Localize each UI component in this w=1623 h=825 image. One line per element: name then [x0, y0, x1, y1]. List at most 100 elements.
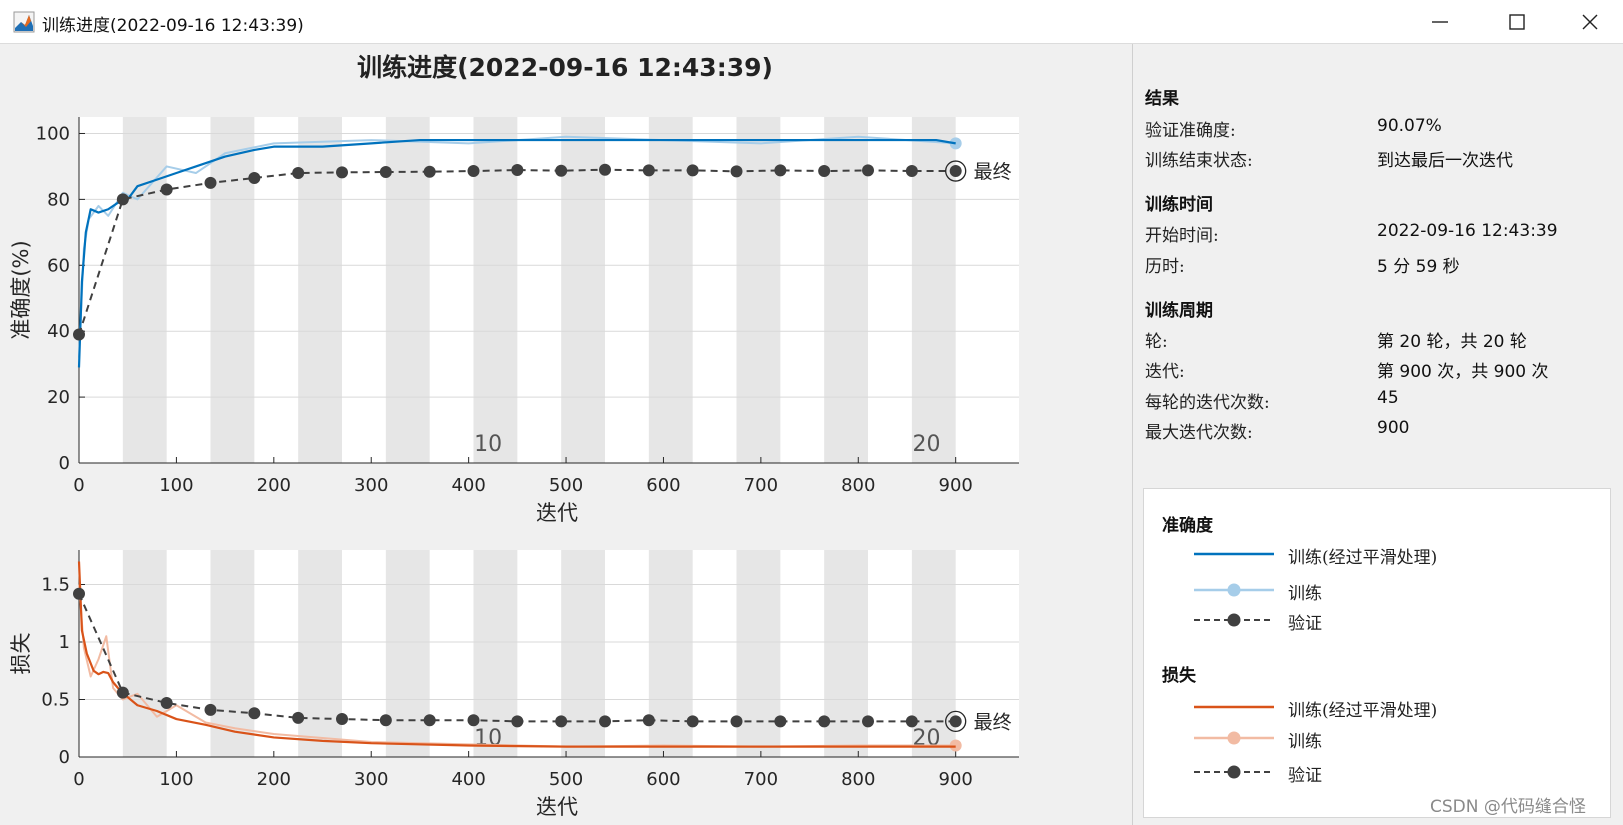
- minimize-button[interactable]: [1410, 0, 1470, 44]
- val-accuracy-label: 验证准确度:: [1145, 121, 1236, 141]
- training-info-panel: 结果 验证准确度: 90.07% 训练结束状态: 到达最后一次迭代 训练时间 开…: [1132, 44, 1623, 825]
- x-tick-label: 700: [744, 769, 778, 790]
- loss-final-marker: [945, 710, 967, 732]
- window-title: 训练进度(2022-09-16 12:43:39): [42, 16, 304, 36]
- accuracy-validation-point: [949, 165, 962, 178]
- val-accuracy-value: 90.07%: [1377, 116, 1442, 136]
- y-tick-label: 1.5: [41, 575, 70, 596]
- y-tick-label: 40: [47, 321, 70, 342]
- epoch-value: 第 20 轮，共 20 轮: [1377, 332, 1527, 352]
- iteration-label: 迭代:: [1145, 362, 1185, 382]
- y-axis-label: 准确度(%): [9, 240, 33, 339]
- loss-validation-point: [379, 714, 392, 727]
- accuracy-validation-point: [686, 164, 699, 177]
- start-time-label: 开始时间:: [1145, 226, 1219, 246]
- x-tick-label: 300: [354, 769, 388, 790]
- legend-loss-smoothed: 训练(经过平滑处理): [1194, 694, 1594, 721]
- epoch-band: [385, 550, 430, 757]
- epoch-band: [122, 550, 167, 757]
- epoch-band: [736, 550, 781, 757]
- x-tick-label: 300: [354, 475, 388, 496]
- epoch-band: [824, 550, 869, 757]
- accuracy-validation-point: [116, 193, 129, 206]
- max-iterations-value: 900: [1377, 418, 1410, 438]
- epoch-band: [210, 117, 255, 463]
- x-tick-label: 500: [549, 475, 583, 496]
- accuracy-final-label: 最终: [974, 161, 1012, 183]
- elapsed-value: 5 分 59 秒: [1377, 257, 1460, 277]
- iteration-value: 第 900 次，共 900 次: [1377, 362, 1549, 382]
- epoch-band: [561, 117, 606, 463]
- matlab-app-icon: [13, 11, 35, 33]
- start-time-value: 2022-09-16 12:43:39: [1377, 221, 1558, 241]
- close-button[interactable]: [1560, 0, 1620, 44]
- legend-accuracy-title: 准确度: [1162, 516, 1213, 536]
- close-icon: [1582, 14, 1598, 30]
- epoch-label: 10: [474, 726, 502, 751]
- loss-final-label: 最终: [974, 711, 1012, 733]
- accuracy-validation-point: [730, 165, 743, 178]
- legend-accuracy-validation-label: 验证: [1288, 614, 1322, 634]
- accuracy-chart: 10 200 100 200 300 400 500 600 700 800 90002040608…: [9, 117, 1019, 525]
- accuracy-validation-point: [555, 164, 568, 177]
- y-axis-label: 损失: [9, 633, 33, 675]
- legend-accuracy-training-label: 训练: [1288, 584, 1322, 604]
- accuracy-validation-line: [78, 168, 956, 335]
- epoch-band: [210, 550, 255, 757]
- accuracy-validation-point: [292, 167, 305, 180]
- accuracy-validation-point: [511, 164, 524, 177]
- training-cycle-section-title: 训练周期: [1145, 301, 1213, 321]
- legend-loss-training-label: 训练: [1288, 732, 1322, 752]
- loss-training-smoothed-line: [77, 561, 956, 748]
- x-tick-label: 400: [451, 769, 485, 790]
- accuracy-validation-point: [599, 163, 612, 176]
- legend-marker-swatch: [1194, 731, 1274, 745]
- x-tick-label: 800: [841, 769, 875, 790]
- legend-marker-swatch: [1194, 583, 1274, 597]
- maximize-button[interactable]: [1487, 0, 1547, 44]
- x-tick-label: 600: [646, 769, 680, 790]
- accuracy-validation-point: [905, 165, 918, 178]
- epoch-band: [473, 117, 518, 463]
- x-tick-label: 100: [159, 769, 193, 790]
- y-tick-label: 100: [36, 123, 70, 144]
- window-title-bar: 训练进度(2022-09-16 12:43:39): [0, 0, 1623, 44]
- x-tick-label: 400: [451, 475, 485, 496]
- epoch-band: [298, 117, 343, 463]
- x-axis-label: 迭代: [536, 501, 578, 525]
- loss-validation-point: [160, 696, 173, 709]
- y-tick-label: 0.5: [41, 690, 70, 711]
- epoch-band: [736, 117, 781, 463]
- plot-title: 训练进度(2022-09-16 12:43:39): [357, 53, 773, 82]
- loss-validation-point: [949, 715, 962, 728]
- accuracy-validation-point: [774, 164, 787, 177]
- y-tick-label: 80: [47, 189, 70, 210]
- epoch-label: 轮:: [1145, 332, 1168, 352]
- epoch-band: [298, 550, 343, 757]
- legend-accuracy-training: 训练: [1194, 577, 1594, 604]
- elapsed-label: 历时:: [1145, 257, 1185, 277]
- legend-loss-training: 训练: [1194, 725, 1594, 752]
- loss-validation-point: [73, 587, 85, 600]
- accuracy-validation-point: [379, 166, 392, 179]
- iterations-per-epoch-value: 45: [1377, 388, 1399, 408]
- max-iterations-label: 最大迭代次数:: [1145, 423, 1253, 443]
- loss-validation-point: [862, 715, 875, 728]
- accuracy-training-smoothed-line: [77, 138, 956, 368]
- legend-line-swatch: [1194, 552, 1274, 556]
- y-tick-label: 0: [59, 453, 70, 474]
- epoch-band: [911, 117, 956, 463]
- loss-validation-point: [292, 711, 305, 724]
- loss-validation-point: [818, 715, 831, 728]
- loss-validation-point: [730, 715, 743, 728]
- loss-training-raw-final-point: [949, 739, 962, 752]
- x-tick-label: 900: [939, 475, 973, 496]
- loss-validation-point: [336, 713, 349, 726]
- loss-validation-point: [204, 703, 217, 716]
- accuracy-final-marker: [945, 160, 967, 182]
- epoch-band: [561, 550, 606, 757]
- iterations-per-epoch-label: 每轮的迭代次数:: [1145, 393, 1270, 413]
- epoch-band: [824, 117, 869, 463]
- loss-validation-point: [686, 715, 699, 728]
- epoch-label: 10: [474, 432, 502, 457]
